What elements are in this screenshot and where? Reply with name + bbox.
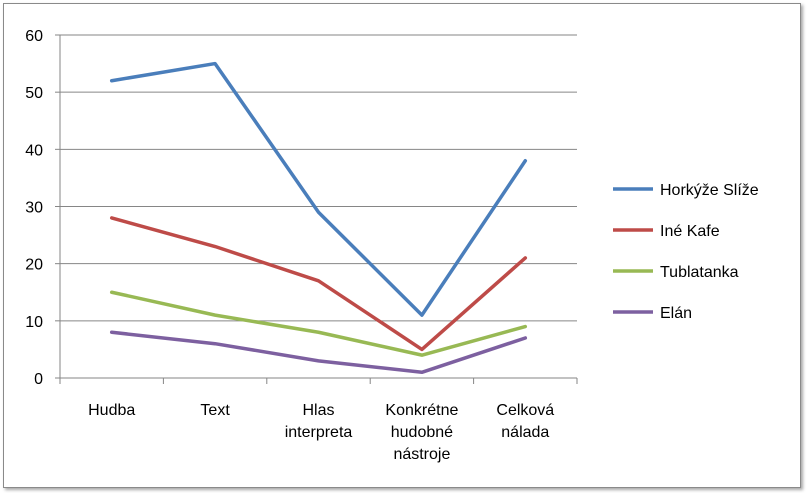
legend-label: Tublatanka: [660, 264, 739, 281]
x-category-label: Text: [200, 402, 230, 419]
series-line: [109, 330, 528, 375]
x-category-label: Konkrétne hudobné nástroje: [385, 402, 458, 463]
axes: [59, 35, 578, 384]
legend-label: Iné Kafe: [660, 223, 720, 240]
x-category-label: Hudba: [88, 402, 135, 419]
x-category-label: Celková nálada: [496, 402, 554, 441]
x-category-label: Hlas interpreta: [285, 402, 353, 441]
x-category-labels: Hudba Text Hlas interpreta Konkrétne hudobné n…: [88, 402, 554, 463]
chart-frame: [3, 3, 801, 488]
series-lines: [109, 61, 528, 375]
y-tick-label: 20: [25, 257, 43, 274]
legend-label: Horkýže Slíže: [660, 182, 759, 199]
series-line: [109, 290, 528, 357]
y-tick-label: 60: [25, 28, 43, 45]
series-line: [109, 216, 528, 352]
y-tick-label: 0: [34, 371, 43, 388]
y-tick-label: 10: [25, 314, 43, 331]
y-tick-label: 30: [25, 200, 43, 217]
y-tick-label: 40: [25, 142, 43, 159]
legend: Horkýže Slíže Iné Kafe Tublatanka Elán: [613, 182, 759, 322]
series-line: [109, 61, 528, 317]
y-tick-label: 50: [25, 85, 43, 102]
y-tick-labels: 0 10 20 30 40 50 60: [25, 28, 43, 388]
legend-label: Elán: [660, 305, 692, 322]
